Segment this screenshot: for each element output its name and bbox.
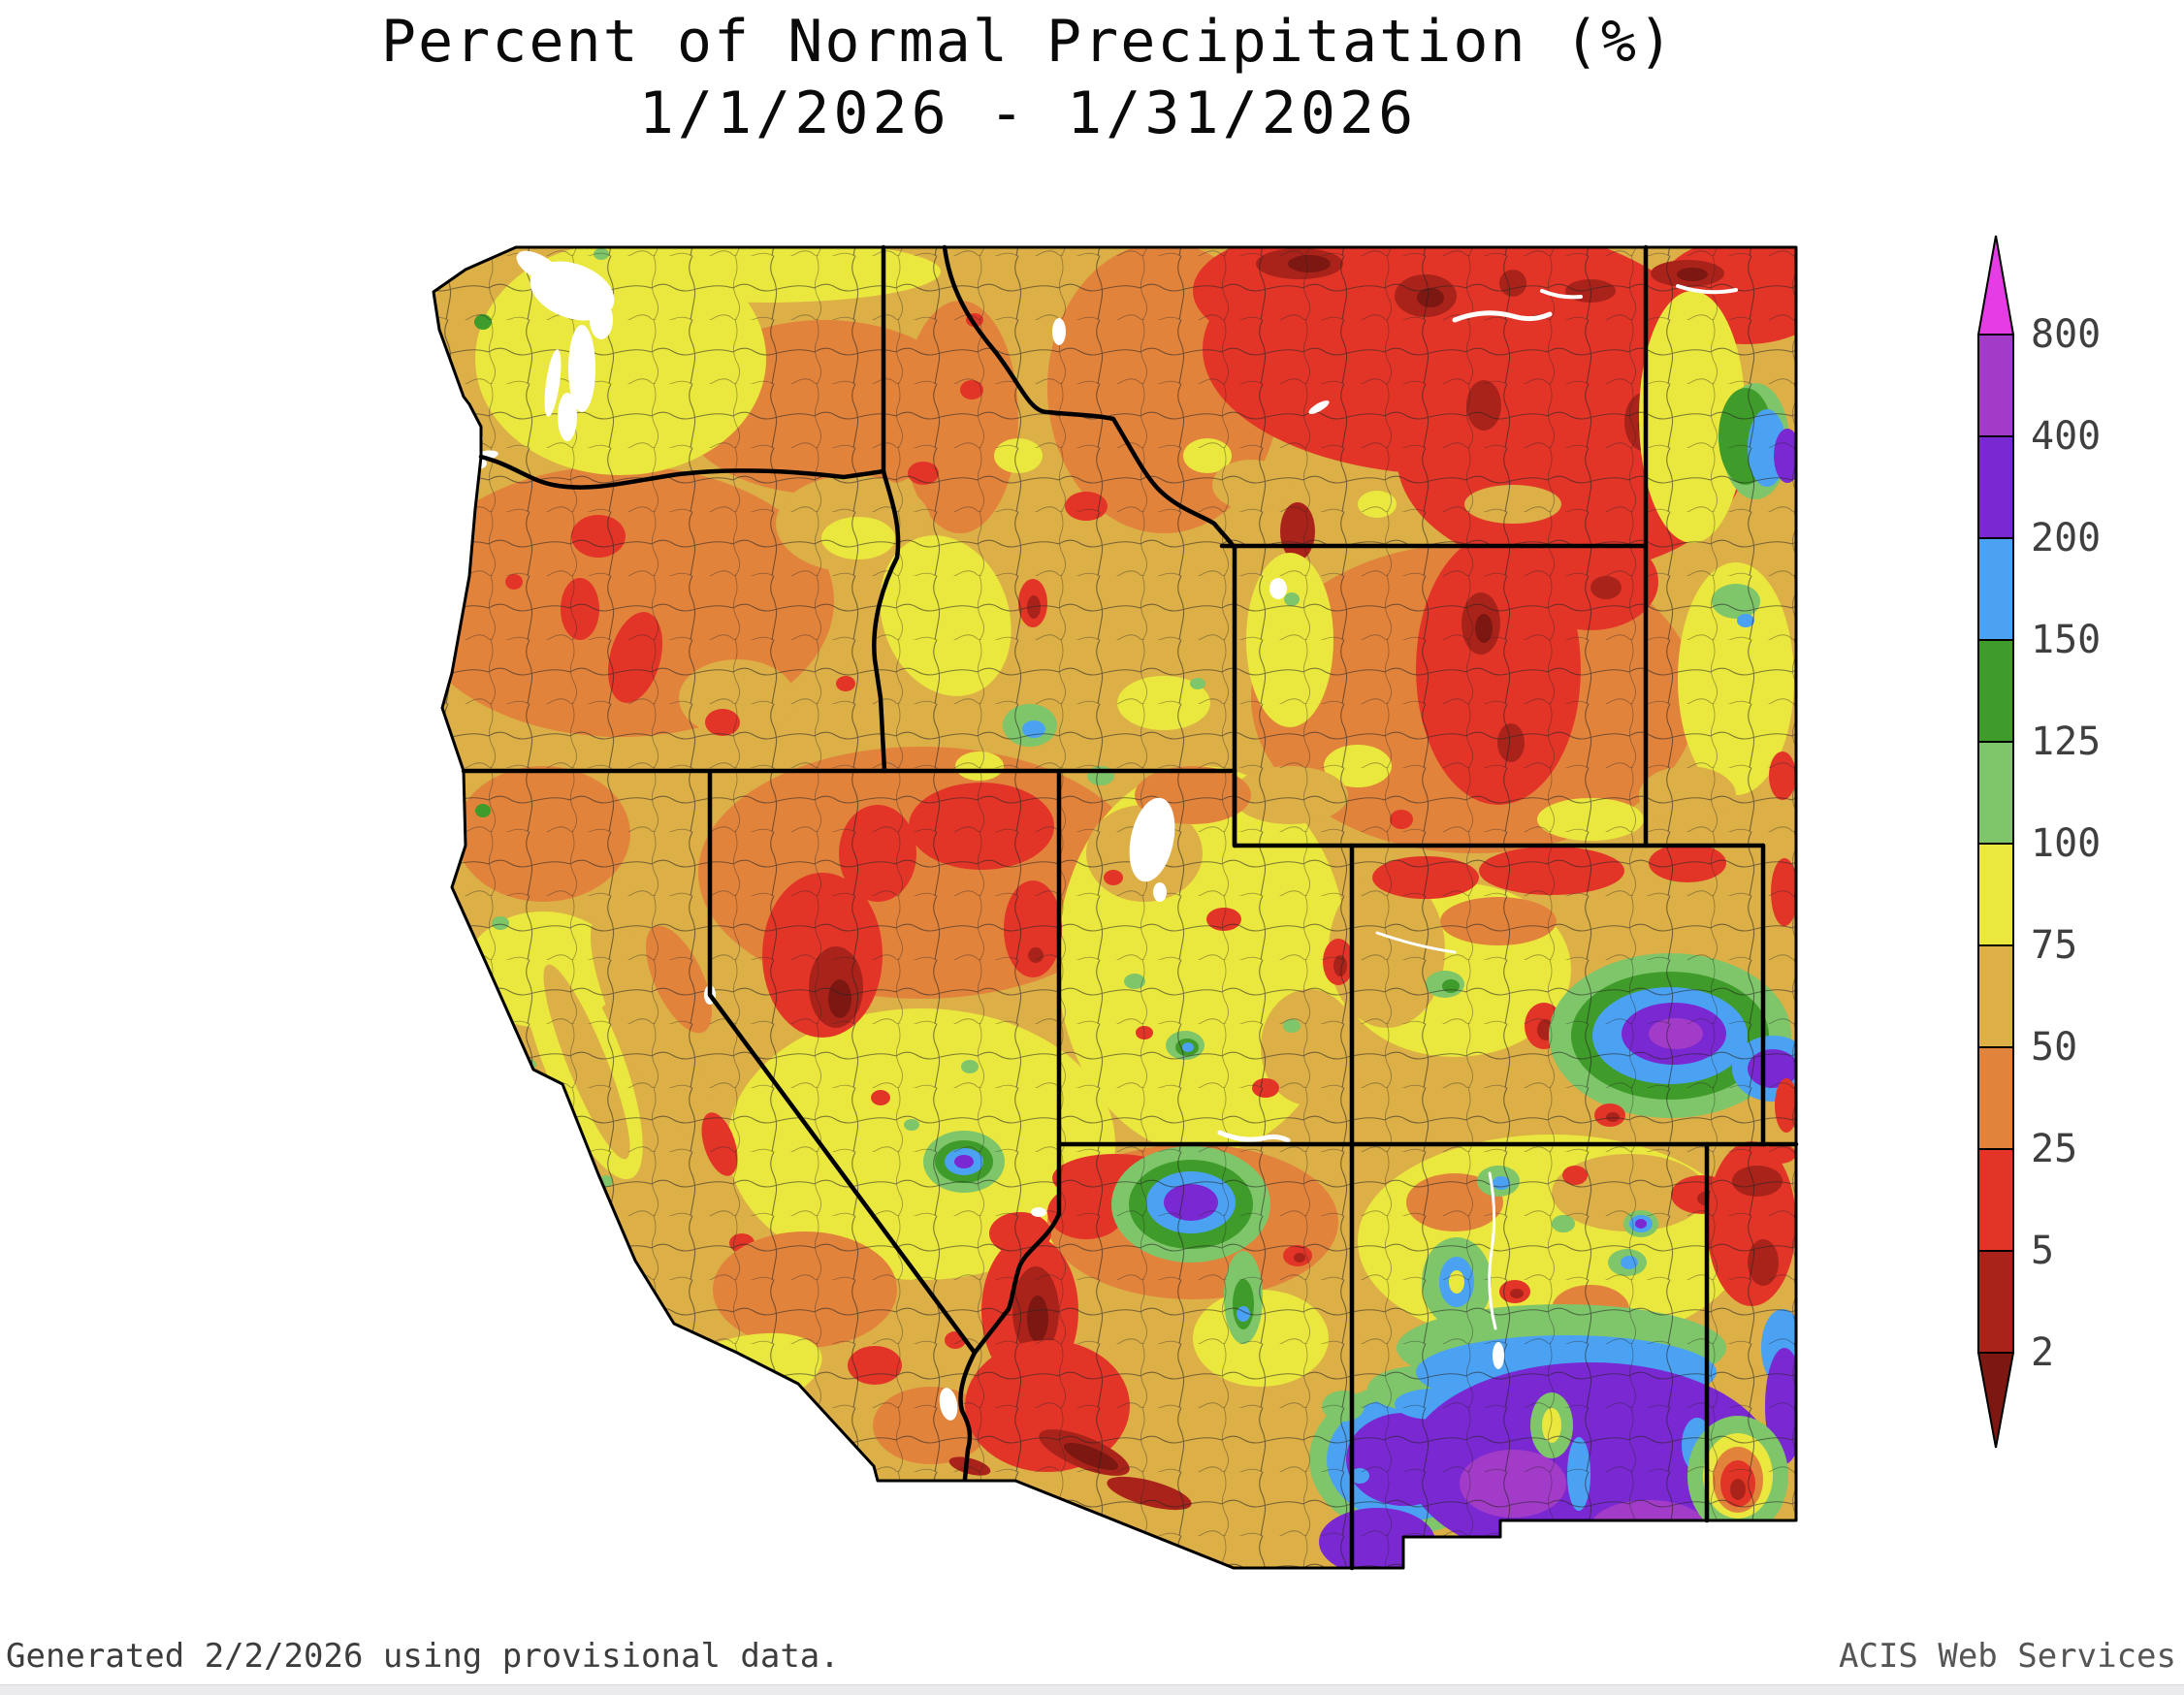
colorbar-label-400: 400: [2031, 414, 2102, 459]
colorbar-label-200: 200: [2031, 516, 2102, 560]
colorbar-label-50: 50: [2031, 1025, 2078, 1070]
map-outline: [432, 245, 1798, 1570]
acis-credit: ACIS Web Services: [1839, 1637, 2176, 1676]
colorbar-label-25: 25: [2031, 1127, 2078, 1171]
county-lines: [434, 247, 1796, 1568]
colorbar-label-800: 800: [2031, 312, 2102, 357]
window-bottom-strip: [0, 1684, 2184, 1695]
map-title-date-range: 1/1/2026 - 1/31/2026: [638, 80, 1418, 147]
colorbar-label-75: 75: [2031, 923, 2078, 968]
map-title-line1: Percent of Normal Precipitation (%): [380, 8, 1676, 76]
colorbar-label-5: 5: [2031, 1229, 2055, 1273]
colorbar-label-100: 100: [2031, 821, 2102, 866]
water-bodies: [460, 250, 1738, 1421]
state-borders: [461, 244, 1799, 1571]
colorbar-arrow-bottom: [1976, 1352, 2015, 1449]
colorbar-label-2: 2: [2031, 1330, 2055, 1375]
colorbar: [1976, 235, 2015, 1449]
colorbar-label-125: 125: [2031, 720, 2102, 764]
colorbar-label-150: 150: [2031, 618, 2102, 662]
map-title: Percent of Normal Precipitation (%) 1/1/…: [0, 6, 2056, 149]
colorbar-arrow-top: [1976, 235, 2015, 336]
precipitation-contours: [434, 247, 1796, 1568]
generated-timestamp: Generated 2/2/2026 using provisional dat…: [6, 1637, 840, 1676]
